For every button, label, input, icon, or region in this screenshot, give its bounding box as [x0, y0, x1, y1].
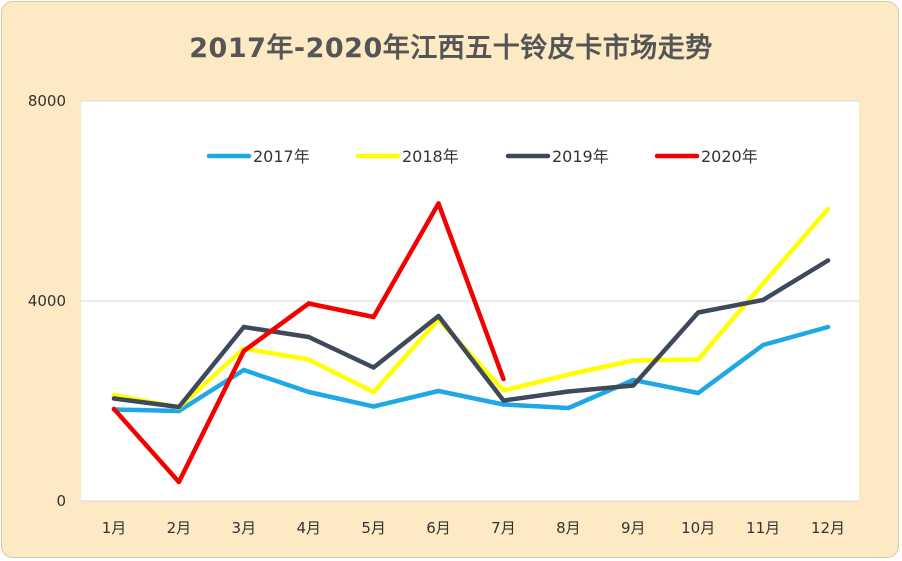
data-point: [631, 358, 636, 363]
data-point: [695, 357, 701, 362]
data-point: [371, 389, 376, 395]
data-point: [436, 313, 441, 319]
data-point: [371, 365, 376, 370]
x-tick-label: 10月: [681, 519, 715, 537]
legend-label: 2018年: [402, 147, 459, 166]
data-point: [176, 479, 182, 485]
data-point: [566, 405, 571, 411]
x-tick-label: 8月: [556, 519, 581, 537]
data-point: [566, 389, 571, 394]
data-point: [306, 301, 311, 306]
data-point: [436, 388, 441, 394]
data-point: [111, 406, 117, 412]
data-point: [371, 314, 376, 320]
data-point: [695, 390, 701, 396]
data-point: [176, 404, 182, 410]
x-tick-label: 7月: [491, 519, 516, 537]
chart-title: 2017年-2020年江西五十铃皮卡市场走势: [189, 33, 713, 64]
data-point: [760, 297, 766, 303]
data-point: [501, 376, 506, 382]
y-axis-ticks: 0 4000 8000: [28, 92, 66, 510]
data-point: [825, 258, 831, 263]
data-point: [306, 334, 311, 340]
legend-label: 2019年: [552, 147, 609, 166]
data-point: [825, 324, 831, 330]
data-point: [760, 342, 766, 348]
series-line-2019年: [111, 258, 831, 410]
data-point: [501, 398, 506, 403]
x-tick-label: 2月: [167, 519, 192, 537]
data-point: [111, 396, 117, 401]
series-lines: [111, 201, 831, 485]
x-tick-label: 11月: [746, 519, 780, 537]
data-point: [695, 310, 701, 315]
y-tick-label: 0: [56, 492, 66, 510]
gridlines: [81, 100, 859, 502]
data-point: [760, 281, 766, 286]
x-tick-label: 1月: [102, 519, 127, 537]
data-point: [436, 201, 441, 206]
y-tick-label: 8000: [28, 92, 66, 110]
data-point: [566, 372, 571, 377]
data-point: [111, 392, 117, 398]
data-point: [241, 324, 247, 330]
x-tick-label: 9月: [621, 519, 646, 537]
x-tick-label: 5月: [361, 519, 386, 537]
data-point: [371, 404, 376, 409]
data-point: [825, 206, 831, 212]
x-tick-label: 3月: [232, 519, 257, 537]
data-point: [501, 388, 506, 393]
legend-label: 2020年: [701, 147, 758, 166]
data-point: [631, 383, 636, 388]
x-tick-label: 12月: [811, 519, 845, 537]
x-tick-label: 6月: [426, 519, 451, 537]
data-point: [306, 389, 311, 395]
data-point: [241, 367, 247, 373]
data-point: [176, 408, 182, 414]
legend: 2017年 2018年 2019年 2020年: [206, 147, 758, 166]
legend-label: 2017年: [253, 147, 310, 166]
x-tick-label: 4月: [296, 519, 321, 537]
data-point: [241, 348, 247, 354]
data-point: [306, 357, 311, 362]
y-tick-label: 4000: [28, 292, 66, 310]
data-point: [501, 402, 506, 407]
x-axis-ticks: 1月 2月 3月 4月 5月 6月 7月 8月 9月 10月 11月 12月: [102, 519, 845, 537]
